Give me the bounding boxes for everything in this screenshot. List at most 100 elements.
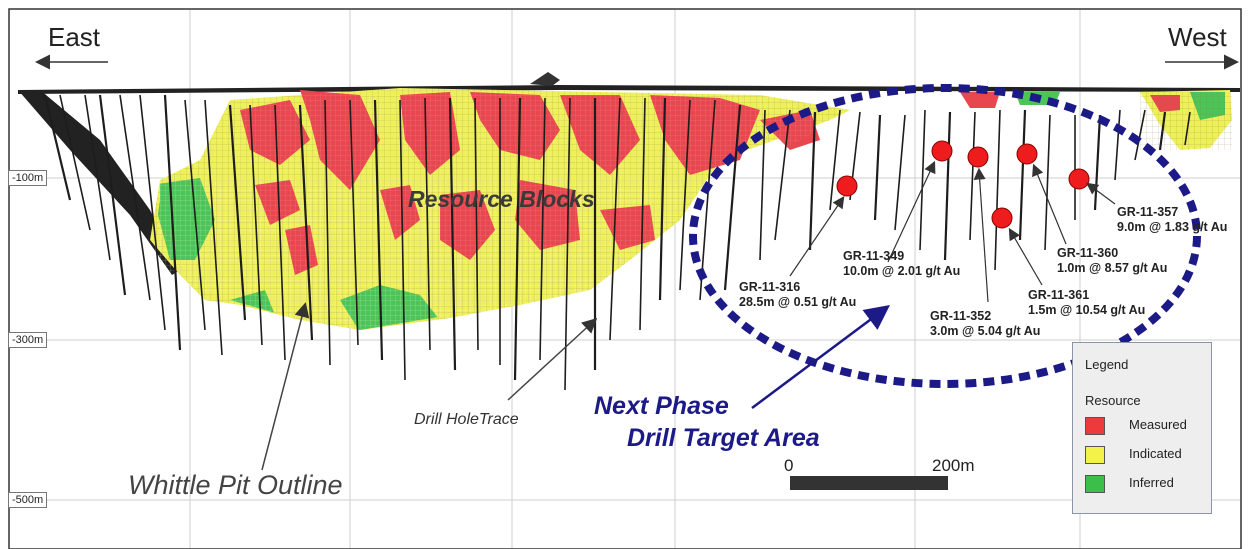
drill-hole-trace-line	[564, 97, 571, 391]
intercept-markers	[836, 140, 1090, 229]
elevation-label-500: -500m	[8, 492, 48, 508]
drill-hole-trace-line	[639, 97, 646, 331]
drill-hole-trace-line	[1044, 114, 1051, 251]
hole-label-gr-11-352: GR-11-352 3.0m @ 5.04 g/t Au	[930, 309, 1040, 339]
drill-hole-trace-line	[163, 94, 182, 351]
drill-hole-trace-line	[448, 97, 457, 371]
drill-hole-trace-line	[894, 114, 906, 231]
drill-hole-trace-line	[1134, 109, 1146, 161]
drill-hole-trace-label: Drill HoleTrace	[414, 411, 519, 428]
drill-hole-trace-line	[119, 94, 151, 301]
hole-result: 1.0m @ 8.57 g/t Au	[1057, 261, 1168, 275]
drill-hole-trace-line	[1093, 114, 1102, 211]
scale-bar	[790, 476, 948, 490]
drill-hole-trace-line	[228, 104, 247, 321]
hole-result: 10.0m @ 2.01 g/t Au	[843, 264, 961, 278]
drill-hole-trace-line	[274, 104, 286, 361]
east-label: East	[48, 22, 101, 52]
marker-gr-11-361	[991, 207, 1013, 229]
pit-outline-label: Whittle Pit Outline	[128, 470, 343, 500]
legend-swatch-indicated	[1085, 446, 1105, 464]
drill-hole-trace-line	[139, 94, 166, 331]
drill-hole-trace-line	[873, 114, 882, 221]
drill-hole-trace-line	[723, 104, 742, 291]
drill-hole-trace-line	[249, 104, 263, 346]
drill-hole-trace-line	[759, 109, 766, 261]
scale-end-label: 200m	[932, 456, 975, 475]
marker-gr-11-316	[836, 175, 858, 197]
drill-hole-trace-line	[184, 99, 206, 331]
legend-swatch-measured	[1085, 417, 1105, 435]
drill-hole-trace-line	[829, 109, 841, 211]
drill-hole-trace-line	[679, 99, 691, 291]
hole-label-gr-11-361: GR-11-361 1.5m @ 10.54 g/t Au	[1028, 288, 1145, 318]
elevation-label-100: -100m	[8, 170, 48, 186]
drill-hole-trace-line	[349, 99, 359, 346]
drill-hole-trace-line	[943, 111, 952, 261]
legend-label-measured: Measured	[1129, 417, 1187, 432]
marker-gr-11-357	[1068, 168, 1090, 190]
drill-hole-trace-line	[699, 99, 716, 301]
pit-outline-shape	[18, 72, 1240, 275]
target-area-arrow	[751, 305, 891, 410]
drill-hole-trace-line	[609, 97, 621, 341]
hole-result: 9.0m @ 1.83 g/t Au	[1117, 220, 1228, 234]
west-label: West	[1168, 22, 1227, 52]
hole-label-gr-11-316: GR-11-316 28.5m @ 0.51 g/t Au	[739, 280, 856, 310]
resource-blocks-label: Resource Blocks	[408, 186, 595, 212]
hole-id: GR-11-357	[1117, 205, 1179, 219]
legend-label-indicated: Indicated	[1129, 446, 1182, 461]
drill-hole-trace-line	[84, 94, 111, 261]
drill-hole-trace-line	[204, 99, 223, 356]
drill-hole-trace-line	[808, 111, 817, 251]
drill-hole-traces	[43, 94, 1191, 391]
elevation-label-300: -300m	[8, 332, 48, 348]
drill-hole-trace-line	[919, 109, 926, 251]
drill-hole-trace-line	[994, 109, 1001, 271]
drill-hole-trace-line	[399, 99, 406, 381]
drill-hole-trace-line	[474, 97, 479, 351]
scale-start-label: 0	[784, 456, 794, 475]
drill-hole-trace-line	[98, 94, 127, 296]
drill-trace-arrow	[507, 317, 598, 401]
hole-id: GR-11-361	[1028, 288, 1090, 302]
target-area-label-line2: Drill Target Area	[627, 424, 820, 452]
hole-label-gr-11-360: GR-11-360 1.0m @ 8.57 g/t Au	[1057, 246, 1167, 276]
legend-swatch-inferred	[1085, 475, 1105, 493]
drill-hole-trace-line	[424, 97, 431, 351]
drill-hole-trace-line	[658, 97, 667, 301]
hole-result: 28.5m @ 0.51 g/t Au	[739, 295, 857, 309]
drill-hole-trace-line	[1018, 109, 1027, 241]
legend-subtitle: Resource	[1085, 393, 1141, 408]
legend: Legend Resource Measured Indicated Infer…	[1072, 342, 1212, 514]
drill-hole-trace-line	[1158, 111, 1167, 151]
legend-title: Legend	[1085, 357, 1129, 372]
hole-id: GR-11-349	[843, 249, 905, 263]
drill-hole-trace-line	[373, 99, 384, 361]
leader-lines	[789, 160, 1116, 303]
drill-hole-trace-line	[774, 109, 791, 241]
hole-result: 3.0m @ 5.04 g/t Au	[930, 324, 1041, 338]
drill-hole-trace-line	[969, 111, 976, 241]
hole-id: GR-11-352	[930, 309, 992, 323]
marker-gr-11-352-a	[967, 146, 989, 168]
drill-hole-trace-line	[298, 104, 314, 341]
drill-hole-trace-line	[539, 97, 546, 361]
hole-result: 1.5m @ 10.54 g/t Au	[1028, 303, 1146, 317]
frame-border	[8, 8, 1242, 549]
hole-id: GR-11-316	[739, 280, 801, 294]
hole-id: GR-11-360	[1057, 246, 1119, 260]
marker-gr-11-349	[931, 140, 953, 162]
marker-gr-11-360	[1016, 143, 1038, 165]
drill-hole-trace-line	[1114, 109, 1121, 181]
pit-outline-arrow	[261, 302, 310, 471]
target-area-label-line1: Next Phase	[594, 392, 729, 420]
drill-hole-trace-line	[513, 97, 522, 381]
target-area-ring	[689, 84, 1201, 388]
drill-hole-trace-line	[324, 99, 331, 366]
drill-hole-trace-line	[43, 94, 72, 201]
hole-label-gr-11-357: GR-11-357 9.0m @ 1.83 g/t Au	[1117, 205, 1227, 235]
drill-hole-trace-line	[1184, 111, 1191, 146]
